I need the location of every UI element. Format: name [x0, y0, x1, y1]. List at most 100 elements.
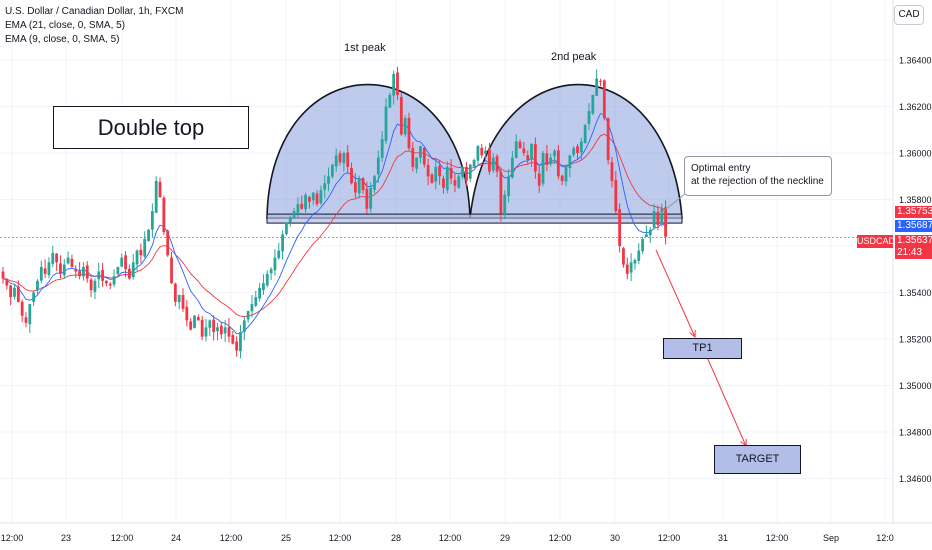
time-tick-label: 12:00 [658, 533, 681, 543]
currency-button[interactable]: CAD [894, 5, 924, 25]
ema-9-legend[interactable]: EMA (9, close, 0, SMA, 5) [5, 34, 120, 45]
candle [645, 225, 648, 238]
candle [82, 262, 85, 281]
candle [315, 190, 319, 207]
price-axis[interactable]: 1.364001.362001.360001.358001.356001.354… [892, 0, 932, 523]
candle [353, 173, 357, 199]
candle [51, 245, 55, 268]
candle [514, 134, 518, 159]
candle [637, 243, 641, 265]
candle [239, 325, 242, 359]
candle [5, 278, 9, 290]
time-tick-label: Sep [823, 533, 839, 543]
candle [97, 262, 101, 288]
time-tick-label: 28 [391, 533, 401, 543]
candle [196, 314, 200, 321]
candle [622, 247, 625, 268]
candle [434, 157, 438, 190]
candle [442, 175, 445, 194]
time-tick-label: 24 [171, 533, 181, 543]
candle [242, 316, 246, 341]
candle [614, 171, 618, 214]
candle [583, 123, 587, 144]
candle [507, 168, 510, 203]
candle [78, 262, 81, 280]
candle [85, 261, 89, 283]
candle [422, 147, 426, 168]
candle [288, 215, 292, 227]
candle [330, 163, 334, 179]
time-tick-label: 12:00 [1, 533, 24, 543]
candle [373, 174, 376, 194]
candle [235, 336, 239, 357]
candle [468, 163, 472, 183]
candle [231, 331, 235, 345]
candle [591, 94, 595, 116]
candle [127, 264, 131, 280]
time-tick-label: 12:00 [111, 533, 134, 543]
candle [13, 284, 16, 300]
candle [170, 251, 173, 285]
candle [403, 115, 407, 137]
peak2-label: 2nd peak [551, 51, 597, 63]
neckline-box [266, 213, 683, 224]
candle [430, 172, 434, 184]
candle [399, 92, 403, 136]
candle [564, 166, 568, 187]
peak2-dome [469, 83, 683, 219]
candle [553, 149, 556, 164]
candle [568, 155, 572, 178]
candle [618, 203, 622, 253]
arrow-to-tp1-head [689, 329, 696, 339]
entry-callout: Optimal entry at the rejection of the ne… [684, 156, 832, 196]
candle [120, 253, 124, 268]
candle [189, 318, 193, 331]
candle [599, 78, 602, 87]
candle [518, 139, 522, 149]
time-tick-label: 12:00 [220, 533, 243, 543]
tp1-box: TP1 [663, 338, 742, 359]
peak1-label: 1st peak [344, 42, 386, 54]
candle [66, 251, 70, 265]
candle [537, 164, 541, 193]
price-tick-label: 1.34800 [899, 428, 932, 438]
candle [338, 150, 342, 166]
candle [579, 137, 583, 161]
candle [411, 141, 415, 172]
candle [204, 318, 208, 342]
candle [480, 144, 484, 159]
candle [193, 314, 196, 329]
arrow-to-tp1 [655, 249, 696, 338]
candle [445, 161, 449, 194]
time-tick-label: 25 [281, 533, 291, 543]
candle [522, 141, 526, 156]
price-tick-label: 1.36200 [899, 102, 932, 112]
candle [449, 159, 453, 185]
candle [648, 226, 652, 243]
ema21-price-tag: 1.35753 [895, 206, 932, 218]
candle [465, 162, 468, 186]
candle [342, 151, 346, 172]
candle [62, 258, 66, 279]
candle [602, 79, 606, 121]
candle [292, 208, 296, 219]
candle [610, 156, 614, 188]
callout-line1: Optimal entry [691, 163, 751, 174]
symbol-title[interactable]: U.S. Dollar / Canadian Dollar, 1h, FXCM [5, 6, 184, 17]
candle [595, 69, 599, 96]
candle [361, 177, 365, 194]
candle [227, 317, 231, 343]
candle [641, 236, 645, 255]
candle [254, 290, 258, 308]
candle [388, 92, 392, 109]
candle [491, 153, 495, 173]
candle [587, 103, 591, 131]
candle [39, 260, 43, 284]
candle [311, 192, 315, 206]
ema-21-legend[interactable]: EMA (21, close, 0, SMA, 5) [5, 20, 126, 31]
candle [499, 167, 503, 222]
candle [101, 262, 104, 287]
time-axis[interactable]: 12:00 23 12:00 24 12:00 25 12:00 28 12:00 29 12:00… [0, 522, 932, 543]
candle [74, 265, 78, 278]
